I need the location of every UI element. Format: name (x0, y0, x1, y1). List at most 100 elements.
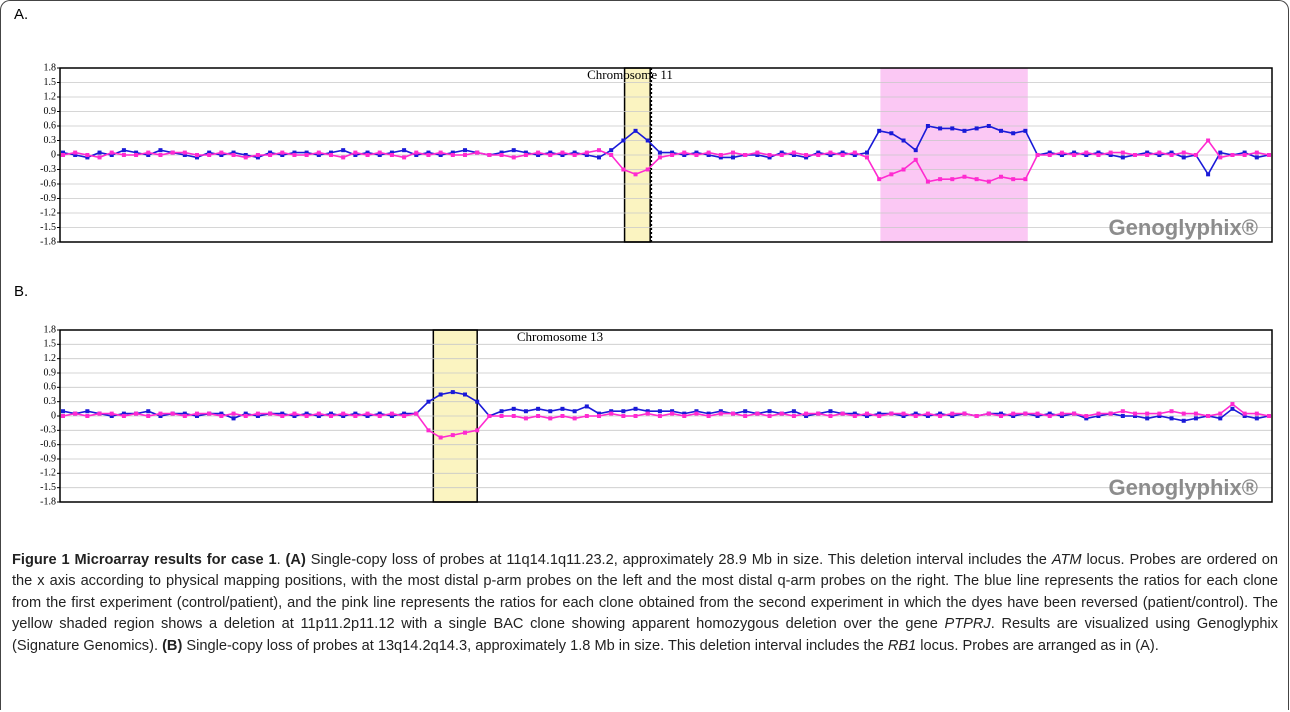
data-point (657, 155, 662, 160)
data-point (1242, 414, 1247, 418)
data-point (1096, 153, 1101, 157)
data-point (767, 155, 772, 160)
data-point (974, 177, 979, 182)
data-point (633, 172, 638, 177)
data-point (645, 167, 650, 172)
data-point (731, 155, 735, 160)
data-point (1011, 177, 1016, 182)
data-point (182, 153, 187, 157)
data-point (329, 153, 333, 157)
data-point (852, 150, 857, 155)
data-point (365, 153, 370, 157)
data-point (1145, 416, 1150, 421)
y-tick-label: 1.2 (44, 91, 57, 102)
caption-gene: RB1 (887, 637, 917, 654)
data-point (85, 155, 90, 160)
data-point (706, 153, 711, 157)
data-point (889, 131, 894, 136)
data-point (280, 414, 285, 418)
data-point (523, 153, 528, 157)
data-point (231, 416, 236, 421)
data-point (548, 150, 553, 155)
data-point (121, 148, 126, 153)
data-point (986, 411, 991, 416)
data-point (1108, 150, 1113, 155)
data-point (706, 150, 711, 155)
data-point (463, 153, 467, 157)
data-point (85, 414, 90, 418)
data-point (1254, 411, 1259, 416)
data-point (475, 428, 480, 433)
caption-panel: (B) (162, 637, 183, 654)
data-point (670, 409, 675, 414)
data-point (865, 414, 869, 418)
data-point (1230, 402, 1235, 407)
caption-heading: Figure 1 Microarray results for case 1 (12, 552, 277, 568)
data-point (731, 150, 735, 155)
data-point (840, 153, 845, 157)
data-point (341, 155, 346, 160)
data-point (146, 150, 151, 155)
y-tick-label: 0.6 (44, 120, 57, 131)
data-point (511, 155, 516, 160)
data-point (950, 126, 955, 131)
y-tick-label: 0.9 (44, 106, 57, 117)
data-point (597, 155, 601, 160)
data-point (450, 153, 455, 157)
data-point (962, 128, 967, 133)
data-point (597, 148, 601, 153)
data-point (487, 153, 492, 157)
data-point (61, 153, 65, 157)
data-point (97, 411, 102, 416)
y-tick-label: 0 (51, 149, 56, 160)
data-point (389, 411, 394, 416)
data-point (182, 150, 187, 155)
data-point (280, 153, 285, 157)
data-point (1181, 418, 1186, 423)
data-point (560, 406, 565, 411)
data-point (791, 150, 796, 155)
data-point (475, 150, 480, 155)
data-point (779, 150, 784, 155)
data-point (463, 430, 467, 435)
data-point (804, 411, 809, 416)
data-point (865, 411, 869, 416)
data-point (316, 411, 321, 416)
data-point (1133, 411, 1137, 416)
data-point (353, 411, 358, 416)
data-point (207, 411, 212, 416)
data-point (1157, 153, 1162, 157)
data-point (657, 409, 662, 414)
data-point (414, 150, 419, 155)
data-point (450, 390, 455, 395)
data-point (1072, 153, 1077, 157)
y-tick-label: -0.6 (40, 439, 56, 450)
data-point (243, 155, 248, 160)
data-point (450, 150, 455, 155)
data-point (999, 128, 1003, 133)
data-point (158, 148, 163, 153)
data-point (584, 414, 589, 418)
chart-title: Chromosome 13 (517, 329, 603, 344)
data-point (341, 411, 346, 416)
data-point (718, 409, 723, 414)
data-point (353, 150, 358, 155)
data-point (1218, 150, 1223, 155)
data-point (511, 414, 516, 418)
data-point (1169, 153, 1174, 157)
data-point (974, 414, 979, 418)
data-point (365, 411, 370, 416)
data-point (438, 150, 443, 155)
data-point (999, 174, 1003, 179)
data-point (755, 411, 760, 416)
data-point (1157, 411, 1162, 416)
data-point (974, 126, 979, 131)
data-point (402, 148, 407, 153)
caption-text: locus. Probes are arranged as in (A). (916, 637, 1159, 654)
caption-gene: PTPRJ (944, 616, 991, 633)
data-point (877, 128, 882, 133)
y-tick-label: -1.8 (40, 496, 56, 507)
data-point (1084, 150, 1089, 155)
data-point (791, 409, 796, 414)
data-point (779, 411, 784, 416)
